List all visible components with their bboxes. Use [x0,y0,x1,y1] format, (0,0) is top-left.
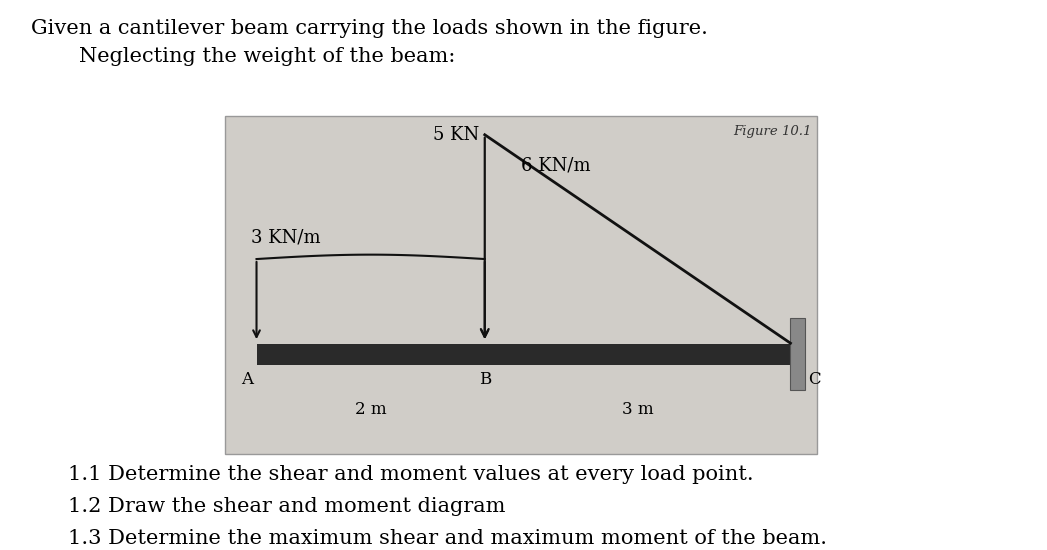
Text: 1.2 Draw the shear and moment diagram: 1.2 Draw the shear and moment diagram [68,497,506,516]
Bar [225,116,817,454]
Text: 1.3 Determine the maximum shear and maximum moment of the beam.: 1.3 Determine the maximum shear and maxi… [68,529,827,548]
Text: 5 KN: 5 KN [433,126,480,145]
Text: 3 KN/m: 3 KN/m [251,229,320,247]
Text: B: B [478,371,491,388]
Text: Given a cantilever beam carrying the loads shown in the figure.: Given a cantilever beam carrying the loa… [31,19,708,39]
Text: C: C [808,371,821,388]
Text: 3 m: 3 m [622,401,653,418]
Text: A: A [242,371,253,388]
Bar [257,344,790,365]
Text: Neglecting the weight of the beam:: Neglecting the weight of the beam: [79,47,454,66]
Text: 1.1 Determine the shear and moment values at every load point.: 1.1 Determine the shear and moment value… [68,465,754,484]
Text: Figure 10.1: Figure 10.1 [733,125,811,139]
Text: 2 m: 2 m [355,401,386,418]
Bar [790,318,805,390]
Text: 6 KN/m: 6 KN/m [521,157,591,175]
